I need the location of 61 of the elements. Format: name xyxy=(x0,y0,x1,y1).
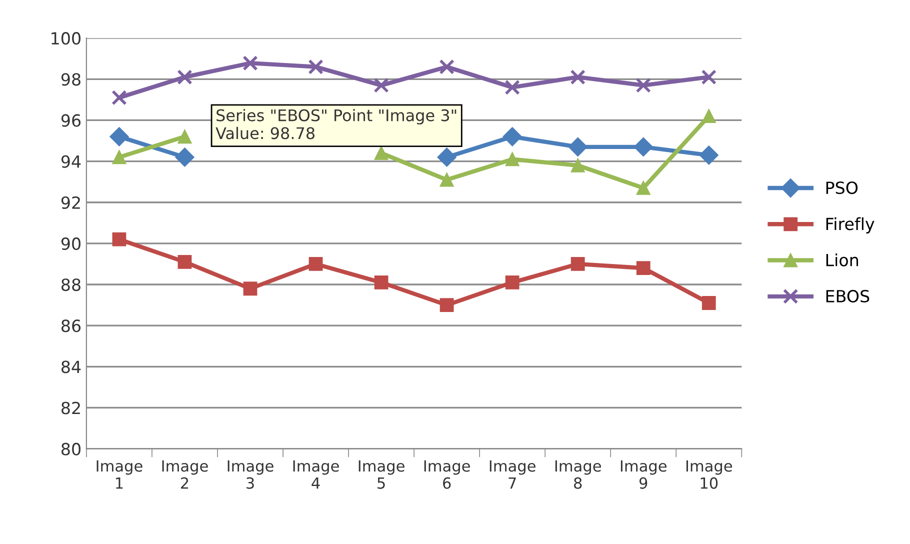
y-tick-label: 88 xyxy=(62,278,80,292)
point xyxy=(570,69,586,85)
point xyxy=(437,148,456,167)
x-tick-label: Image 10 xyxy=(686,460,732,489)
y-tick-label: 94 xyxy=(61,155,81,168)
x-tick-label: Image 4 xyxy=(293,460,339,489)
point xyxy=(112,90,127,106)
x-tick-label: Image 6 xyxy=(424,460,470,489)
point xyxy=(308,257,323,271)
y-tick-label: 86 xyxy=(62,320,81,332)
point xyxy=(699,146,718,165)
y-tick-label: 90 xyxy=(61,237,80,250)
point xyxy=(178,130,192,144)
legend-label: PSO xyxy=(826,181,858,194)
point xyxy=(702,296,716,310)
x-tick-label: Image 5 xyxy=(358,460,404,489)
point xyxy=(112,232,126,246)
point xyxy=(505,152,520,166)
point xyxy=(702,109,716,124)
x-tick-label: Image 1 xyxy=(96,460,142,489)
x-tick-label: Image 8 xyxy=(555,460,601,489)
x-tick-label: Image 2 xyxy=(162,460,208,489)
y-tick-label: 98 xyxy=(61,73,80,86)
point xyxy=(701,69,717,85)
x-tick-label: Image 9 xyxy=(620,460,666,489)
point xyxy=(505,276,520,290)
point xyxy=(374,78,389,93)
point xyxy=(440,172,454,187)
point xyxy=(570,257,585,271)
point xyxy=(502,127,522,146)
annotation: Series "EBOS" Point "Image 3" Value: 98.78 xyxy=(216,108,456,140)
y-tick-label: 82 xyxy=(62,402,80,414)
y-tick-label: 96 xyxy=(61,114,81,127)
point xyxy=(110,127,129,146)
point xyxy=(440,298,454,312)
point xyxy=(177,69,192,85)
point xyxy=(636,181,650,195)
x-tick-label: Image 3 xyxy=(228,460,274,489)
point xyxy=(636,261,650,276)
y-tick-label: 100 xyxy=(52,32,80,45)
x-tick-label: Image 7 xyxy=(490,460,536,489)
point xyxy=(175,148,194,167)
legend-label: EBOS xyxy=(826,290,870,302)
point xyxy=(374,276,388,290)
point xyxy=(634,137,653,156)
point xyxy=(374,146,388,160)
point xyxy=(504,80,520,96)
point xyxy=(308,59,324,74)
legend-label: Lion xyxy=(826,253,858,266)
y-tick-label: 92 xyxy=(61,196,80,209)
point xyxy=(439,59,454,74)
legend-label: Firefly xyxy=(826,217,874,234)
point xyxy=(178,254,192,269)
y-tick-label: 80 xyxy=(62,442,80,456)
point xyxy=(242,55,258,71)
point xyxy=(636,78,652,93)
point xyxy=(112,150,126,164)
point xyxy=(570,158,585,172)
point xyxy=(568,137,588,156)
point xyxy=(243,282,258,296)
y-tick-label: 84 xyxy=(62,360,81,374)
